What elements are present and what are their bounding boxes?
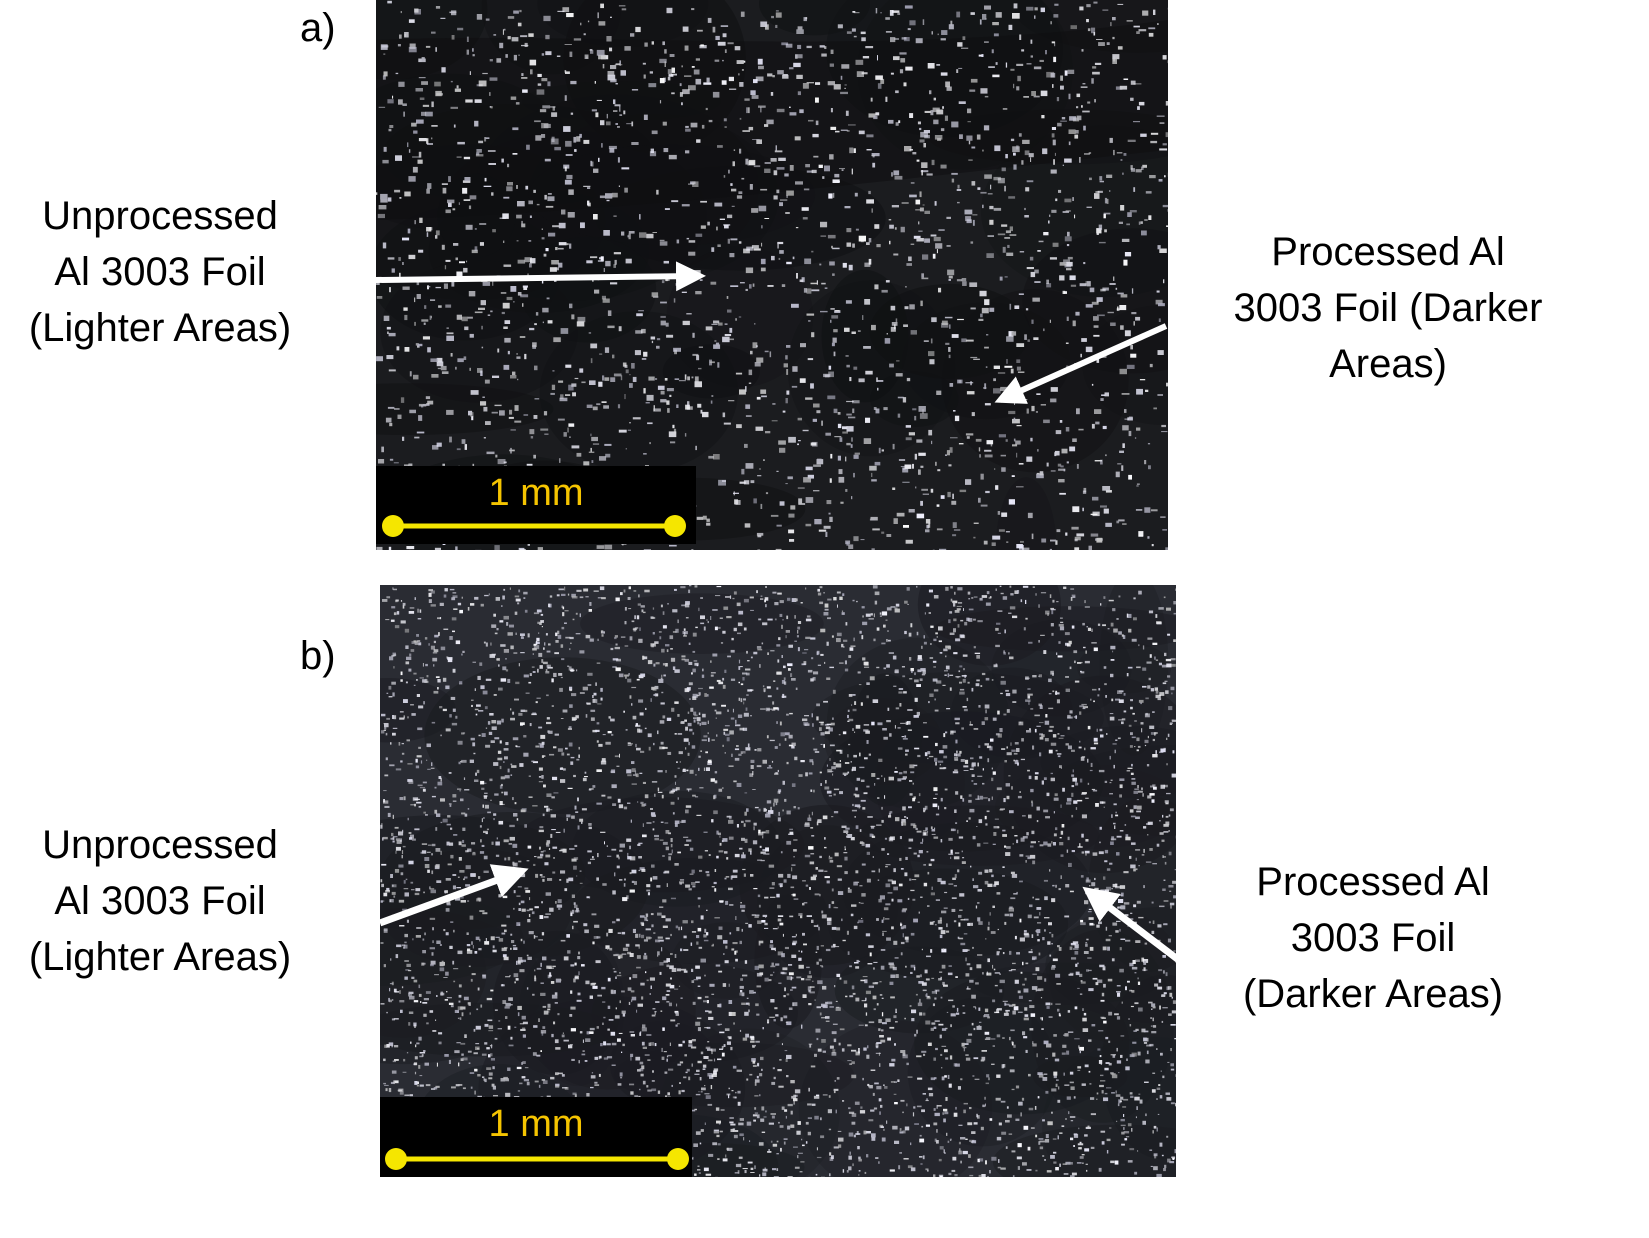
panel-a-letter: a): [300, 8, 336, 48]
panel-a-scale-bar: 1 mm: [376, 466, 696, 544]
panel-b-processed-label: Processed Al 3003 Foil (Darker Areas): [1208, 854, 1538, 1022]
panel-b-letter: b): [300, 636, 336, 676]
panel-a-processed-line-1: Processed Al: [1208, 224, 1568, 280]
panel-a-unprocessed-line-3: (Lighter Areas): [10, 300, 310, 356]
panel-b-processed-line-3: (Darker Areas): [1208, 966, 1538, 1022]
panel-b-micrograph: 1 mm: [380, 585, 1176, 1177]
panel-a-micrograph: 1 mm: [376, 0, 1168, 550]
panel-b-scale-bar: 1 mm: [380, 1097, 692, 1177]
panel-b-unprocessed-line-3: (Lighter Areas): [10, 929, 310, 985]
panel-b-processed-line-2: 3003 Foil: [1208, 910, 1538, 966]
panel-a-processed-line-2: 3003 Foil (Darker: [1208, 280, 1568, 336]
panel-a-scale-line: [376, 466, 696, 544]
panel-a-unprocessed-line-2: Al 3003 Foil: [10, 244, 310, 300]
panel-a-processed-label: Processed Al 3003 Foil (Darker Areas): [1208, 224, 1568, 392]
panel-a-unprocessed-label: Unprocessed Al 3003 Foil (Lighter Areas): [10, 188, 310, 356]
panel-b-texture: [380, 585, 1176, 1177]
panel-b-scale-line: [380, 1097, 692, 1177]
panel-b-processed-line-1: Processed Al: [1208, 854, 1538, 910]
panel-b-unprocessed-label: Unprocessed Al 3003 Foil (Lighter Areas): [10, 817, 310, 985]
panel-a-processed-line-3: Areas): [1208, 336, 1568, 392]
panel-b-unprocessed-line-1: Unprocessed: [10, 817, 310, 873]
panel-b-unprocessed-line-2: Al 3003 Foil: [10, 873, 310, 929]
panel-a-unprocessed-line-1: Unprocessed: [10, 188, 310, 244]
